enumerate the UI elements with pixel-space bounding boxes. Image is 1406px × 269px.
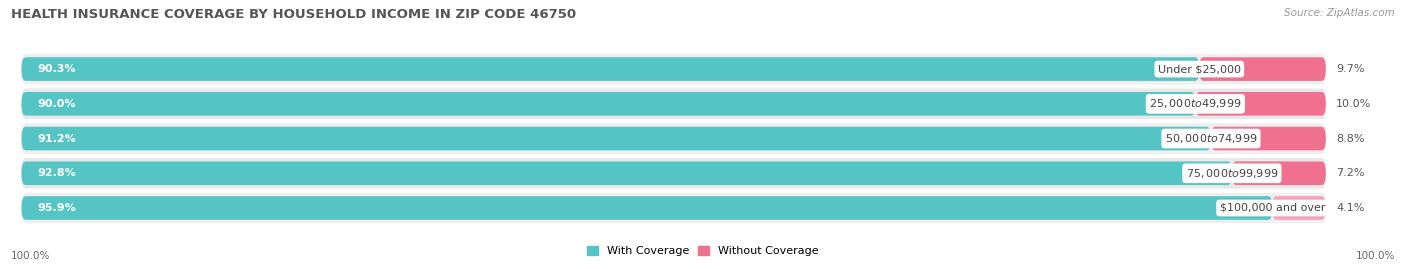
- Text: Source: ZipAtlas.com: Source: ZipAtlas.com: [1284, 8, 1395, 18]
- FancyBboxPatch shape: [1211, 127, 1326, 150]
- Text: 8.8%: 8.8%: [1336, 133, 1365, 144]
- Text: $75,000 to $99,999: $75,000 to $99,999: [1185, 167, 1278, 180]
- FancyBboxPatch shape: [21, 161, 1232, 185]
- FancyBboxPatch shape: [21, 57, 1199, 81]
- FancyBboxPatch shape: [21, 89, 1326, 119]
- Text: 9.7%: 9.7%: [1336, 64, 1365, 74]
- Text: $100,000 and over: $100,000 and over: [1219, 203, 1324, 213]
- Text: 92.8%: 92.8%: [37, 168, 76, 178]
- Text: 100.0%: 100.0%: [1355, 251, 1395, 261]
- Text: 4.1%: 4.1%: [1336, 203, 1365, 213]
- FancyBboxPatch shape: [21, 123, 1326, 154]
- Text: 90.0%: 90.0%: [37, 99, 76, 109]
- FancyBboxPatch shape: [21, 54, 1326, 84]
- Text: 100.0%: 100.0%: [11, 251, 51, 261]
- Text: 95.9%: 95.9%: [37, 203, 76, 213]
- Text: HEALTH INSURANCE COVERAGE BY HOUSEHOLD INCOME IN ZIP CODE 46750: HEALTH INSURANCE COVERAGE BY HOUSEHOLD I…: [11, 8, 576, 21]
- Text: Under $25,000: Under $25,000: [1157, 64, 1240, 74]
- Text: 7.2%: 7.2%: [1336, 168, 1365, 178]
- FancyBboxPatch shape: [1272, 196, 1326, 220]
- FancyBboxPatch shape: [21, 92, 1195, 116]
- Text: $50,000 to $74,999: $50,000 to $74,999: [1164, 132, 1257, 145]
- Text: 91.2%: 91.2%: [37, 133, 76, 144]
- FancyBboxPatch shape: [21, 127, 1211, 150]
- FancyBboxPatch shape: [21, 158, 1326, 189]
- Text: $25,000 to $49,999: $25,000 to $49,999: [1149, 97, 1241, 110]
- Text: 10.0%: 10.0%: [1336, 99, 1371, 109]
- FancyBboxPatch shape: [21, 193, 1326, 223]
- FancyBboxPatch shape: [1195, 92, 1326, 116]
- FancyBboxPatch shape: [1232, 161, 1326, 185]
- Text: 90.3%: 90.3%: [37, 64, 76, 74]
- Legend: With Coverage, Without Coverage: With Coverage, Without Coverage: [582, 242, 824, 261]
- FancyBboxPatch shape: [21, 196, 1272, 220]
- FancyBboxPatch shape: [1199, 57, 1326, 81]
